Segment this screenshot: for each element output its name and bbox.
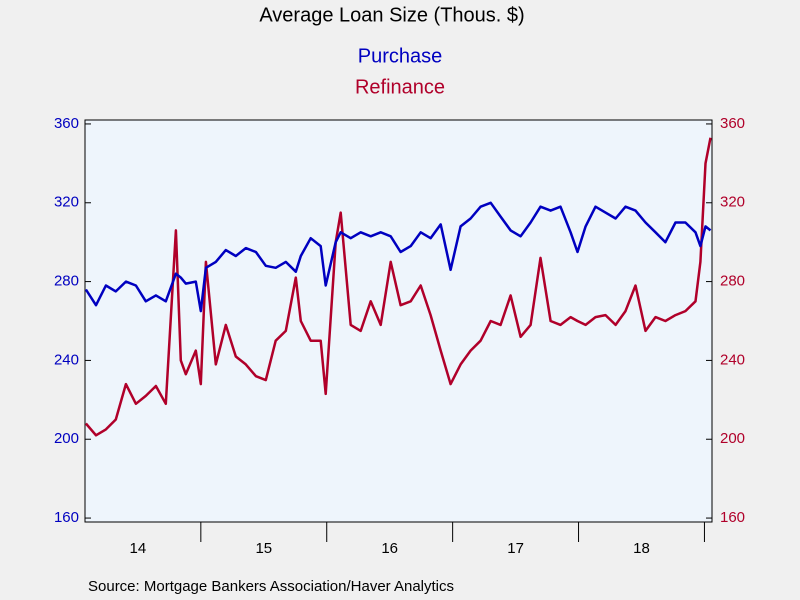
y-tick-label: 360 xyxy=(54,115,79,132)
chart-title: Average Loan Size (Thous. $) xyxy=(259,4,524,26)
y2-tick-label: 320 xyxy=(720,194,745,211)
y-tick-label: 240 xyxy=(54,351,79,368)
legend-entry: Purchase xyxy=(358,45,443,67)
y-tick-label: 280 xyxy=(54,273,79,290)
series-line xyxy=(84,201,712,313)
source: Source: Mortgage Bankers Association/Hav… xyxy=(88,578,454,595)
x-tick-label: 14 xyxy=(130,540,147,557)
x-tick-label: 15 xyxy=(255,540,272,557)
y2-tick-label: 200 xyxy=(720,430,745,447)
y-tick-label: 320 xyxy=(54,194,79,211)
y2-tick-label: 160 xyxy=(720,509,745,526)
plot-area xyxy=(84,119,713,523)
y2-tick-label: 360 xyxy=(720,115,745,132)
legend-entry: Refinance xyxy=(355,76,445,98)
x-tick-label: 18 xyxy=(633,540,650,557)
y-tick-label: 200 xyxy=(54,430,79,447)
y2-tick-label: 240 xyxy=(720,351,745,368)
x-tick-label: 16 xyxy=(381,540,398,557)
series-line xyxy=(84,137,712,437)
y2-tick-label: 280 xyxy=(720,273,745,290)
x-tick-label: 17 xyxy=(507,540,524,557)
y-tick-label: 160 xyxy=(54,509,79,526)
